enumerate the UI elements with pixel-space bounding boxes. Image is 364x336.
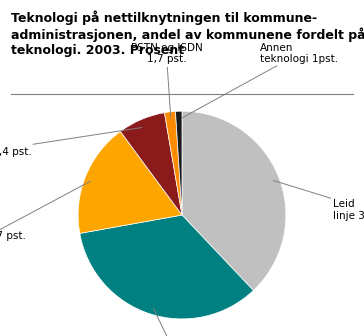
Text: PSTN og ISDN
1,7 pst.: PSTN og ISDN 1,7 pst. xyxy=(131,43,202,117)
Text: Annen
teknologi 1pst.: Annen teknologi 1pst. xyxy=(181,43,338,118)
Text: Trådløs 7,4 pst.: Trådløs 7,4 pst. xyxy=(0,128,142,157)
Wedge shape xyxy=(78,131,182,234)
Wedge shape xyxy=(175,111,182,215)
Text: xDSL 17,7 pst.: xDSL 17,7 pst. xyxy=(0,181,91,241)
Text: Leid
linje 37,9 pst.: Leid linje 37,9 pst. xyxy=(273,180,364,221)
Text: Fiber 34,2 pst.: Fiber 34,2 pst. xyxy=(145,308,219,336)
Wedge shape xyxy=(80,215,253,319)
Wedge shape xyxy=(165,112,182,215)
Text: Teknologi på nettilknytningen til kommune-
administrasjonen, andel av kommunene : Teknologi på nettilknytningen til kommun… xyxy=(11,10,364,56)
Wedge shape xyxy=(120,113,182,215)
Wedge shape xyxy=(182,111,286,290)
